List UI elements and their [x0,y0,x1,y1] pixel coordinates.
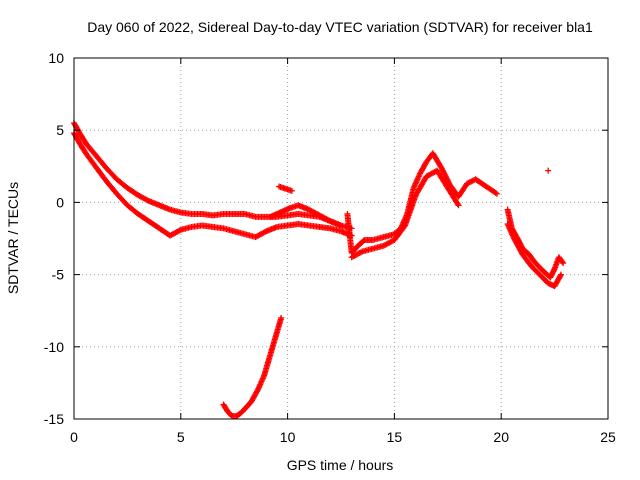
data-point [278,314,285,321]
data-point [557,272,564,279]
y-axis-title: SDTVAR / TECUs [5,182,21,294]
chart-title: Day 060 of 2022, Sidereal Day-to-day VTE… [87,19,593,35]
grid [74,58,608,419]
x-tick-label: 5 [177,429,185,445]
x-tick-labels: 0 5 10 15 20 25 [70,429,616,445]
x-tick-label: 15 [387,429,403,445]
data-point [358,249,365,256]
data-point [559,258,566,265]
data-point [441,170,448,177]
data-points [71,119,567,420]
x-axis-title: GPS time / hours [287,457,394,473]
data-point [441,171,448,178]
data-point [438,164,445,171]
y-tick-label: 5 [56,122,64,138]
x-tick-label: 25 [600,429,616,445]
data-point [454,200,461,207]
data-point [455,202,462,209]
x-tick-label: 20 [493,429,509,445]
data-point [440,168,447,175]
data-point [338,222,344,229]
data-point [144,197,151,204]
data-point [325,217,332,224]
data-point [545,167,552,174]
data-point [261,229,268,236]
axis-ticks [73,57,609,420]
data-point [439,167,446,174]
y-tick-label: -10 [44,339,64,355]
data-point [288,187,295,194]
x-tick-label: 10 [280,429,296,445]
x-tick-label: 0 [70,429,78,445]
data-point [439,166,446,173]
y-tick-label: 0 [56,194,64,210]
data-point [492,189,499,196]
data-point [493,190,500,197]
y-tick-labels: -15 -10 -5 0 5 10 [44,50,64,427]
plot-frame [73,57,609,420]
data-point [176,227,183,234]
y-tick-label: -5 [52,267,65,283]
data-point [560,260,567,267]
y-tick-label: -15 [44,411,64,427]
y-tick-label: 10 [48,50,64,66]
data-point [558,271,565,278]
